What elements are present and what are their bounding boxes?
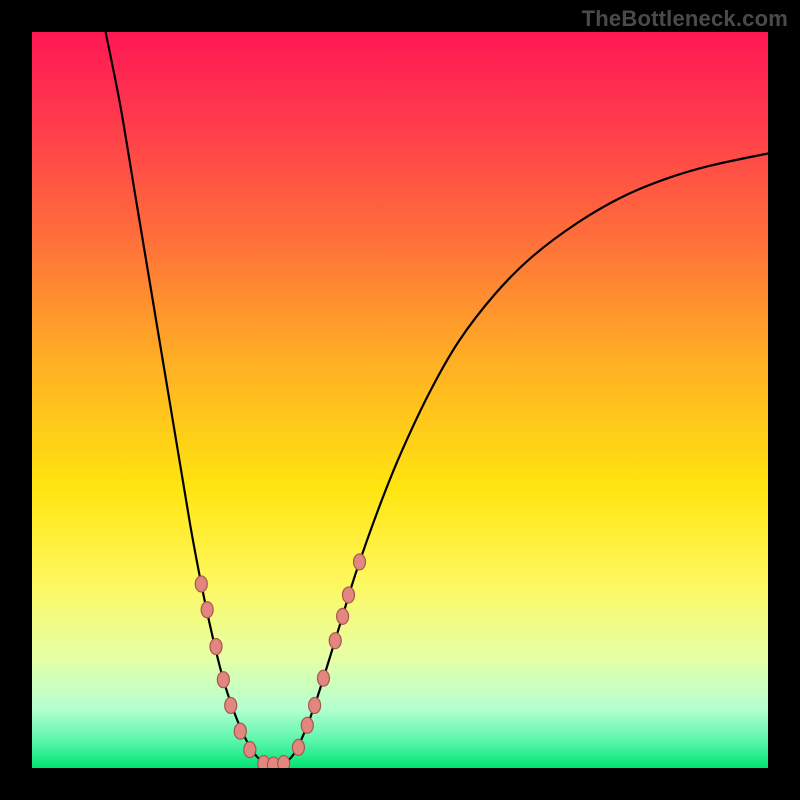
data-marker bbox=[292, 739, 304, 755]
data-marker bbox=[234, 723, 246, 739]
data-marker bbox=[201, 602, 213, 618]
data-marker bbox=[354, 554, 366, 570]
data-marker bbox=[342, 587, 354, 603]
data-marker bbox=[309, 697, 321, 713]
data-marker bbox=[329, 633, 341, 649]
bottleneck-curve-chart bbox=[32, 32, 768, 768]
data-marker bbox=[317, 670, 329, 686]
data-marker bbox=[278, 756, 290, 768]
watermark-text: TheBottleneck.com bbox=[582, 6, 788, 32]
data-marker bbox=[217, 672, 229, 688]
chart-container: { "watermark": "TheBottleneck.com", "cha… bbox=[0, 0, 800, 800]
gradient-background bbox=[32, 32, 768, 768]
data-marker bbox=[337, 608, 349, 624]
data-marker bbox=[225, 697, 237, 713]
data-marker bbox=[195, 576, 207, 592]
data-marker bbox=[301, 717, 313, 733]
data-marker bbox=[244, 742, 256, 758]
data-marker bbox=[210, 639, 222, 655]
